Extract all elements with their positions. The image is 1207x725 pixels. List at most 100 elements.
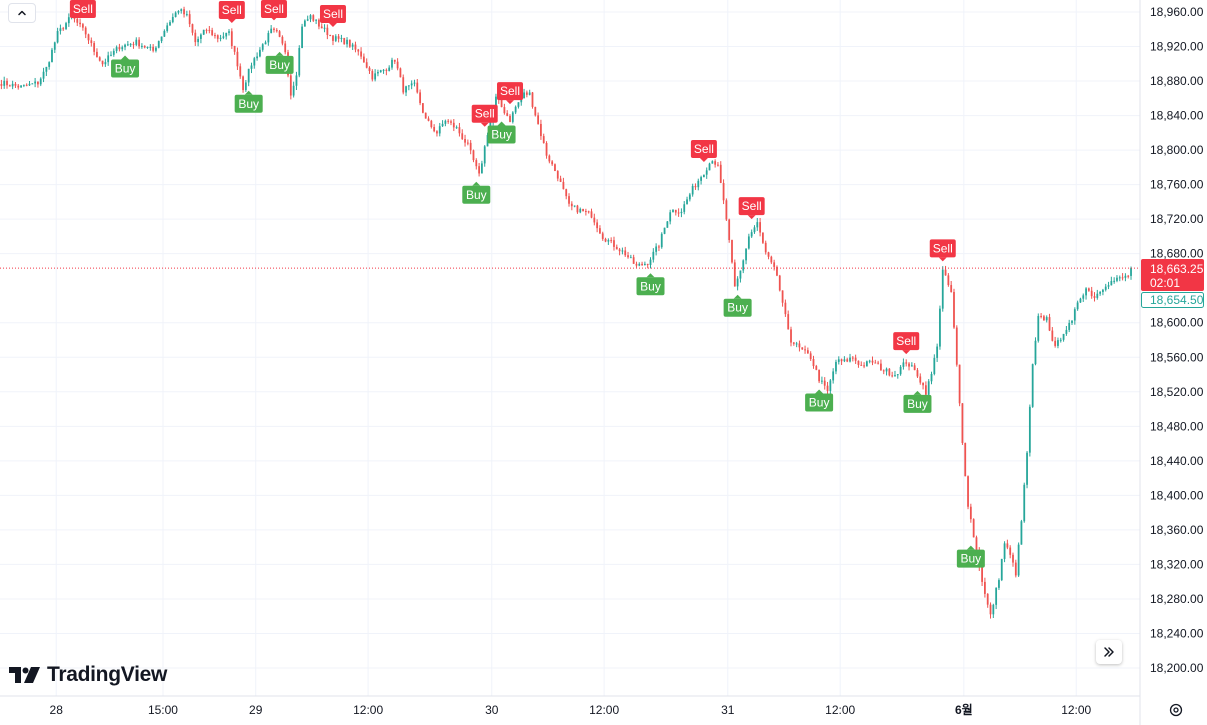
sell-signal-marker: Sell xyxy=(929,239,956,262)
buy-signal-badge xyxy=(462,185,491,204)
candle-body xyxy=(1082,295,1085,299)
sell-signal-label: Sell xyxy=(323,7,343,21)
candle-body xyxy=(343,37,346,45)
sell-signal-label: Sell xyxy=(694,142,714,156)
candle-body xyxy=(483,146,486,164)
candle-body xyxy=(936,346,939,358)
candle-body xyxy=(194,32,197,43)
sell-signal-pointer xyxy=(938,257,947,262)
candle-body xyxy=(604,238,607,242)
candle-body xyxy=(767,252,770,257)
sell-signal-badge xyxy=(690,140,717,159)
buy-signal-marker: Buy xyxy=(234,90,263,113)
candle-body xyxy=(326,27,329,36)
candle-body xyxy=(87,34,90,41)
candle-body xyxy=(402,77,405,93)
candle-body xyxy=(880,363,882,371)
buy-signal-pointer xyxy=(733,294,742,299)
candle-body xyxy=(506,113,509,116)
candle-body xyxy=(984,581,986,594)
candle-body xyxy=(455,127,458,129)
scroll-to-realtime-button[interactable] xyxy=(1096,640,1122,664)
candle-body xyxy=(1065,329,1068,334)
sell-signal-label: Sell xyxy=(222,3,242,17)
candle-body xyxy=(658,246,660,248)
candle-body xyxy=(466,142,469,144)
candle-body xyxy=(958,364,961,404)
chart-settings-button[interactable] xyxy=(1166,700,1186,720)
candle-body xyxy=(804,349,806,351)
candle-body xyxy=(542,136,545,144)
buy-signal-pointer xyxy=(244,90,253,95)
candle-body xyxy=(379,70,382,73)
candle-body xyxy=(503,107,506,114)
candle-body xyxy=(121,47,124,50)
buy-signal-marker: Buy xyxy=(956,545,985,568)
candle-body xyxy=(393,59,396,62)
candle-body xyxy=(264,42,267,45)
candle-body xyxy=(141,45,143,47)
price-axis[interactable]: 18,960.00 18,920.00 18,880.00 18,840.00 18,8… xyxy=(1150,5,1204,675)
candle-body xyxy=(607,240,610,242)
price-tick-label: 18,920.00 xyxy=(1150,40,1204,54)
candle-body xyxy=(34,81,37,84)
tradingview-logo-text: TradingView xyxy=(47,663,168,686)
candle-body xyxy=(846,359,849,362)
candle-body xyxy=(1121,277,1124,279)
candle-body xyxy=(851,357,854,359)
candle-body xyxy=(540,123,542,137)
candle-body xyxy=(1043,316,1045,321)
candle-body xyxy=(1012,554,1014,563)
candle-body xyxy=(1071,320,1073,323)
candle-body xyxy=(722,182,725,201)
time-axis[interactable]: 28 15:00 29 12:00 30 12:00 31 12:00 6월 12:00 xyxy=(50,702,1092,717)
candle-body xyxy=(629,257,632,259)
candle-body xyxy=(1090,290,1093,297)
candle-body xyxy=(896,374,899,376)
price-tick-label: 18,560.00 xyxy=(1150,350,1204,364)
candle-body xyxy=(953,291,955,328)
collapse-button[interactable] xyxy=(8,3,36,23)
candle-body xyxy=(680,211,683,214)
candle-body xyxy=(697,180,700,188)
candle-body xyxy=(0,84,3,86)
candle-body xyxy=(191,24,194,33)
candle-body xyxy=(31,83,34,85)
buy-signal-badge xyxy=(111,59,140,78)
candle-body xyxy=(972,519,975,538)
signal-markers: Sell Buy Sell Buy Sell Buy Sell Sell Buy Sell Buy S… xyxy=(69,0,985,568)
candle-body xyxy=(672,209,674,213)
candle-body xyxy=(624,250,627,256)
candle-body xyxy=(520,98,523,103)
sell-signal-pointer xyxy=(902,350,911,355)
candle-body xyxy=(815,366,818,370)
candle-body xyxy=(197,38,199,43)
buy-signal-badge xyxy=(487,125,516,144)
candle-body xyxy=(6,80,8,86)
chart-grid xyxy=(0,0,1140,696)
candle-body xyxy=(419,92,421,104)
sell-signal-pointer xyxy=(328,23,337,28)
candle-body xyxy=(781,290,784,303)
candle-body xyxy=(17,85,20,88)
candlestick-series xyxy=(0,6,1132,619)
buy-signal-badge xyxy=(636,277,665,296)
candle-body xyxy=(183,9,185,15)
candle-body xyxy=(823,380,826,386)
price-tick-label: 18,800.00 xyxy=(1150,143,1204,157)
bar-countdown: 02:01 xyxy=(1150,276,1180,290)
candle-body xyxy=(1051,330,1054,341)
candle-body xyxy=(475,160,478,167)
candle-body xyxy=(236,51,239,67)
time-tick-label: 30 xyxy=(485,703,499,717)
candle-body xyxy=(51,49,53,63)
candle-body xyxy=(562,181,565,190)
candle-body xyxy=(461,133,464,139)
tradingview-logo[interactable]: TradingView xyxy=(9,663,167,687)
candle-body xyxy=(110,54,112,56)
candle-body xyxy=(430,120,433,127)
candle-body xyxy=(65,23,67,29)
candle-body xyxy=(1096,293,1099,298)
candle-body xyxy=(37,81,39,85)
